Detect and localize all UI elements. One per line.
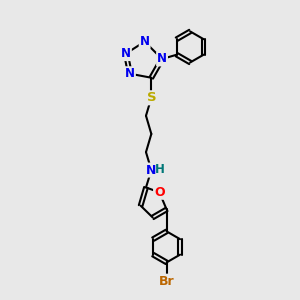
Text: S: S [146, 91, 156, 104]
Text: N: N [146, 164, 157, 177]
Text: N: N [125, 67, 135, 80]
Text: H: H [155, 163, 165, 176]
Text: O: O [154, 186, 165, 199]
Text: N: N [121, 47, 131, 60]
Text: N: N [140, 35, 150, 48]
Text: N: N [157, 52, 167, 65]
Text: Br: Br [159, 275, 174, 288]
